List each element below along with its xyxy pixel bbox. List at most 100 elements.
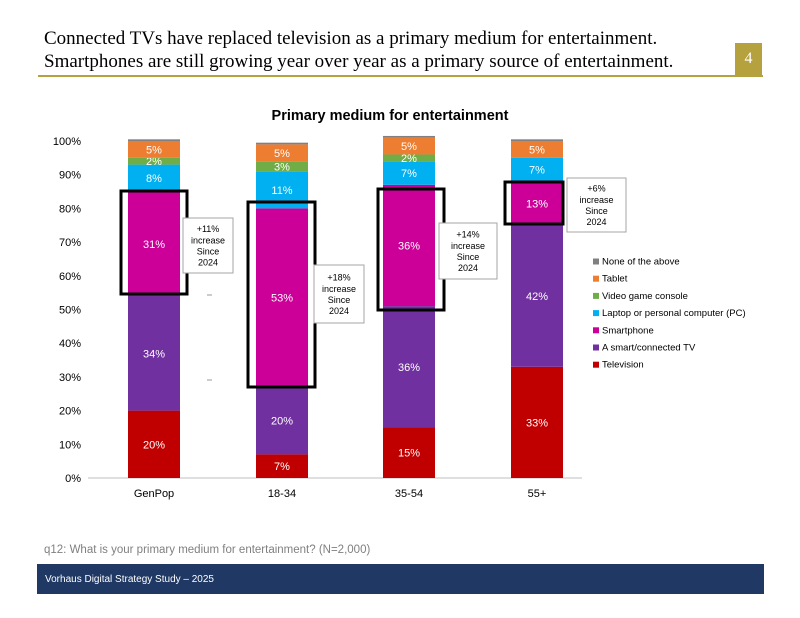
y-tick-label: 90%	[59, 170, 81, 182]
x-tick-label: 35-54	[395, 488, 423, 500]
bar-segment	[128, 139, 180, 141]
data-label: 33%	[526, 417, 548, 429]
y-tick-label: 60%	[59, 271, 81, 283]
bar-segment	[511, 181, 563, 226]
annotation-text: Since	[328, 295, 351, 305]
legend-label: Tablet	[602, 274, 628, 285]
legend-swatch	[593, 258, 599, 265]
data-label: 31%	[143, 239, 165, 251]
annotation-callout	[182, 217, 234, 274]
legend-swatch	[593, 344, 599, 351]
legend-swatch	[593, 310, 599, 317]
data-label: 36%	[398, 240, 420, 252]
survey-footnote: q12: What is your primary medium for ent…	[44, 544, 371, 556]
annotation-text: +18%	[327, 273, 350, 283]
annotation-text: increase	[322, 284, 356, 294]
data-label: 5%	[529, 144, 545, 156]
annotation-text: increase	[191, 235, 225, 245]
bar-segment	[383, 137, 435, 155]
annotation-text: +6%	[587, 184, 605, 194]
legend-label: A smart/connected TV	[602, 343, 696, 354]
bar-segment	[256, 142, 308, 145]
data-label: 8%	[146, 173, 162, 185]
annotation-callout	[566, 177, 627, 233]
y-tick-label: 80%	[59, 203, 81, 215]
bar-segment	[256, 161, 308, 172]
y-tick-label: 70%	[59, 237, 81, 249]
data-label: 3%	[274, 161, 290, 173]
data-label: 34%	[143, 348, 165, 360]
bar-segment	[383, 161, 435, 185]
annotation-text: +11%	[197, 224, 220, 234]
annotation-text: Since	[197, 247, 220, 257]
bar-segment	[383, 306, 435, 428]
data-label: 2%	[401, 153, 417, 165]
chart-title: Primary medium for entertainment	[272, 108, 509, 124]
bar-segment	[511, 366, 563, 478]
bar-segment	[128, 296, 180, 411]
data-label: 2%	[146, 156, 162, 168]
bar-segment	[511, 157, 563, 182]
bar-segment	[383, 154, 435, 162]
bar-segment	[128, 141, 180, 158]
annotation-text: 2024	[198, 258, 218, 268]
annotation-callout	[313, 264, 365, 324]
legend-swatch	[593, 361, 599, 368]
bar-segment	[256, 454, 308, 478]
legend-label: Video game console	[602, 291, 688, 302]
data-label: 20%	[271, 416, 293, 428]
annotation-text: +14%	[456, 230, 479, 240]
annotation-text: increase	[579, 195, 613, 205]
bar-segment	[256, 144, 308, 162]
annotation-text: 2024	[329, 306, 349, 316]
data-label: 5%	[146, 144, 162, 156]
annotation-text: 2024	[586, 217, 606, 227]
highlight-box	[503, 180, 565, 226]
data-label: 53%	[271, 293, 293, 305]
bar-segment	[256, 387, 308, 455]
annotation-text: Since	[585, 206, 608, 216]
y-tick-label: 40%	[59, 338, 81, 350]
headline-line-1: Connected TVs have replaced television a…	[44, 28, 658, 49]
data-label: 7%	[274, 461, 290, 473]
legend-swatch	[593, 275, 599, 282]
legend-label: Television	[602, 360, 644, 371]
legend-swatch	[593, 292, 599, 299]
bar-segment	[511, 139, 563, 141]
bar-segment	[128, 191, 180, 297]
data-label: 42%	[526, 291, 548, 303]
bar-segment	[256, 208, 308, 388]
headline-line-2: Smartphones are still growing year over …	[44, 51, 674, 72]
annotation-callout	[438, 222, 498, 280]
legend-label: Laptop or personal computer (PC)	[602, 308, 746, 319]
bar-segment	[511, 141, 563, 158]
data-label: 7%	[401, 168, 417, 180]
bar-segment	[383, 135, 435, 138]
legend-label: None of the above	[602, 257, 680, 268]
annotation-text: increase	[451, 241, 485, 251]
page-number-badge: 4	[735, 43, 762, 75]
bar-segment	[383, 427, 435, 478]
y-tick-label: 10%	[59, 439, 81, 451]
bar-segment	[128, 157, 180, 165]
annotation-text: 2024	[458, 263, 478, 273]
annotation-text: Since	[457, 252, 480, 262]
x-tick-label: GenPop	[134, 488, 174, 500]
headline: Connected TVs have replaced television a…	[44, 27, 724, 73]
data-label: 5%	[274, 148, 290, 160]
bar-segment	[383, 184, 435, 307]
bar-segment	[511, 225, 563, 367]
y-tick-label: 100%	[53, 136, 81, 148]
data-label: 13%	[526, 198, 548, 210]
footer-bar: Vorhaus Digital Strategy Study – 2025	[37, 564, 764, 594]
data-label: 36%	[398, 362, 420, 374]
data-label: 15%	[398, 448, 420, 460]
y-tick-label: 20%	[59, 406, 81, 418]
x-tick-label: 55+	[528, 488, 547, 500]
legend-swatch	[593, 327, 599, 334]
y-tick-label: 50%	[59, 305, 81, 317]
data-label: 11%	[271, 185, 292, 197]
bar-segment	[128, 410, 180, 478]
y-tick-label: 30%	[59, 372, 81, 384]
footer-text: Vorhaus Digital Strategy Study – 2025	[45, 573, 214, 585]
